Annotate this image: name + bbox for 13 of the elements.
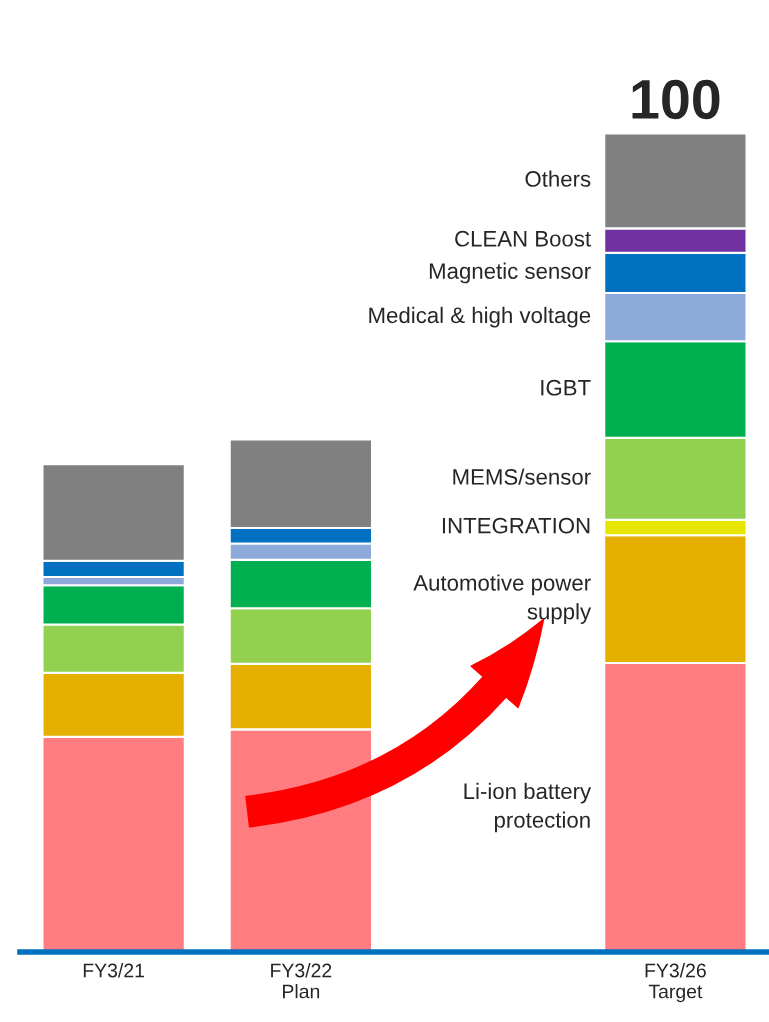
x-tick-label: FY3/26 Target	[645, 963, 706, 1003]
series-label: Others	[525, 170, 591, 187]
series-label: INTEGRATION	[442, 517, 590, 534]
series-label: CLEAN Boost	[455, 230, 591, 247]
series-label: Automotive power supply	[413, 574, 592, 624]
series-label: Medical & high voltage	[369, 306, 591, 328]
total-label: 100	[632, 79, 720, 120]
series-label: Magnetic sensor	[429, 262, 591, 284]
x-tick-label: FY3/22 Plan	[271, 963, 332, 999]
series-label: IGBT	[541, 379, 591, 396]
series-label: Li-ion battery protection	[464, 782, 592, 833]
x-tick-label: FY3/21	[83, 963, 145, 978]
series-label: MEMS/sensor	[453, 468, 591, 485]
